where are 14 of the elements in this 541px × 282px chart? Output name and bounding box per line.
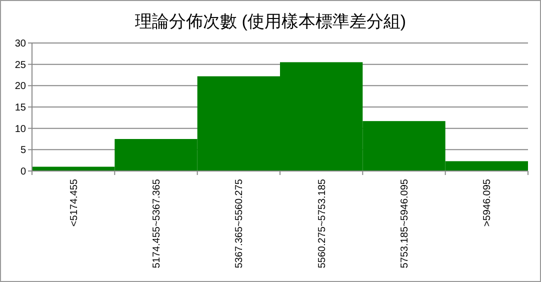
y-tick-label: 0 [20,166,26,178]
x-tick-label: 5560.275~5753.185 [316,178,328,268]
x-tick-label: 5753.185~5946.095 [400,178,410,268]
y-tick-label: 10 [14,124,26,135]
y-tick-label: 30 [14,38,26,50]
x-tick-label: >5946.095 [482,178,494,227]
y-tick-label: 25 [14,60,26,71]
x-tick-label: 5174.455~5367.365 [152,178,162,268]
y-tick-label: 15 [14,102,26,114]
x-tick-label: 5367.365~5560.275 [234,178,246,268]
x-tick-label: <5174.455 [68,178,80,227]
y-tick-label: 5 [20,145,26,156]
y-tick-label: 20 [14,81,26,92]
title: 理論分佈次數 (使用樣本標準差分組) [134,12,406,31]
